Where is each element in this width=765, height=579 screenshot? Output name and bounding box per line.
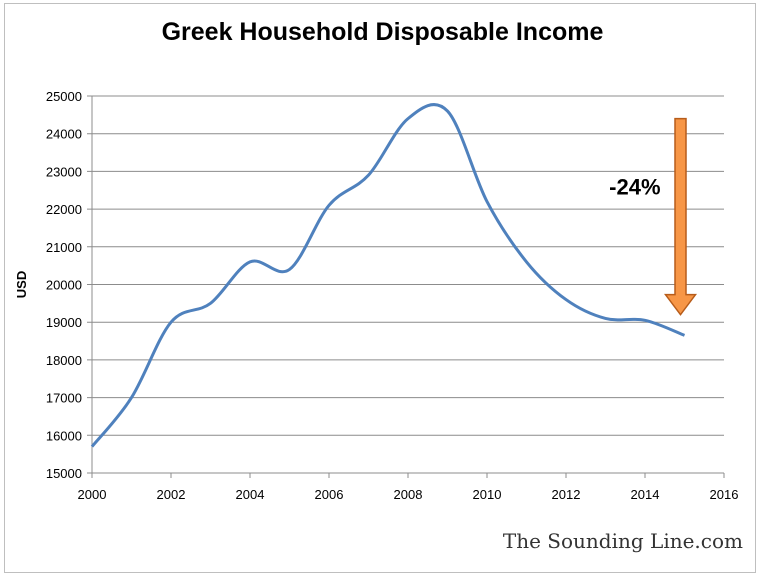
y-tick-label: 21000 xyxy=(46,240,82,255)
x-tick-label: 2012 xyxy=(552,487,581,502)
y-tick-label: 18000 xyxy=(46,353,82,368)
source-credit: The Sounding Line.com xyxy=(502,529,743,553)
annotation: -24% xyxy=(609,117,697,316)
y-axis-label: USD xyxy=(14,271,29,298)
x-tick-label: 2008 xyxy=(394,487,423,502)
down-arrow-icon xyxy=(664,117,697,316)
annotation-label: -24% xyxy=(609,174,660,199)
x-axis-ticks: 2000 2002 2004 2006 2008 2010 2012 2014 2016 xyxy=(78,473,739,502)
gridlines xyxy=(87,95,724,474)
series-line xyxy=(90,103,686,448)
x-tick-label: 2002 xyxy=(157,487,186,502)
y-tick-label: 23000 xyxy=(46,164,82,179)
chart-title: Greek Household Disposable Income xyxy=(161,18,604,46)
y-tick-label: 16000 xyxy=(46,428,82,443)
y-tick-label: 17000 xyxy=(46,391,82,406)
x-tick-label: 2016 xyxy=(710,487,739,502)
x-tick-label: 2004 xyxy=(236,487,265,502)
x-tick-label: 2006 xyxy=(315,487,344,502)
chart-frame xyxy=(4,3,756,573)
y-tick-label: 19000 xyxy=(46,315,82,330)
x-tick-label: 2000 xyxy=(78,487,107,502)
y-tick-label: 25000 xyxy=(46,89,82,104)
y-tick-label: 22000 xyxy=(46,202,82,217)
y-tick-label: 15000 xyxy=(46,466,82,481)
y-axis-ticks: 15000 16000 17000 18000 19000 20000 21000 22000… xyxy=(46,89,82,481)
x-tick-label: 2014 xyxy=(631,487,660,502)
x-tick-label: 2010 xyxy=(473,487,502,502)
y-tick-label: 24000 xyxy=(46,127,82,142)
series-lines xyxy=(90,103,686,448)
y-tick-label: 20000 xyxy=(46,278,82,293)
